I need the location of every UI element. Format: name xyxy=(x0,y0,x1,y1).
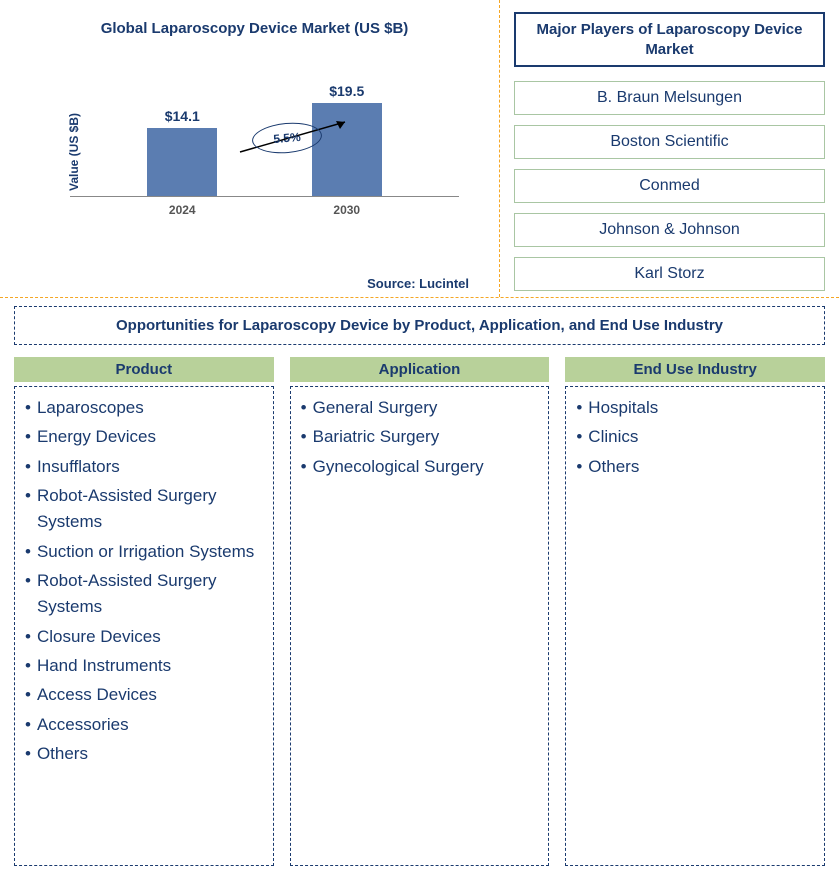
list-item: •Hospitals xyxy=(576,395,814,421)
opportunity-columns: Product•Laparoscopes•Energy Devices•Insu… xyxy=(14,357,825,866)
bullet-icon: • xyxy=(25,741,31,767)
bullet-icon: • xyxy=(25,454,31,480)
column-body: •Laparoscopes•Energy Devices•Insufflator… xyxy=(14,386,274,866)
bullet-icon: • xyxy=(576,454,582,480)
bar-value-label: $14.1 xyxy=(165,108,200,124)
players-list: B. Braun Melsungen Boston Scientific Conme… xyxy=(514,81,825,291)
list-item-text: Access Devices xyxy=(37,682,157,708)
top-row: Global Laparoscopy Device Market (US $B)… xyxy=(0,0,839,298)
chart-panel: Global Laparoscopy Device Market (US $B)… xyxy=(0,0,500,297)
bullet-icon: • xyxy=(301,424,307,450)
player-box: B. Braun Melsungen xyxy=(514,81,825,115)
list-item: •Others xyxy=(576,454,814,480)
x-tick-label: 2030 xyxy=(307,203,387,217)
opportunity-column: Application•General Surgery•Bariatric Su… xyxy=(290,357,550,866)
chart-area: Value (US $B) 5.5% $14.1 $19.5 2024 2030 xyxy=(70,67,459,237)
bullet-icon: • xyxy=(576,395,582,421)
growth-rate-label: 5.5% xyxy=(273,130,301,146)
column-header: Application xyxy=(290,357,550,382)
bullet-icon: • xyxy=(25,712,31,738)
list-item: •Gynecological Surgery xyxy=(301,454,539,480)
list-item: •Accessories xyxy=(25,712,263,738)
list-item-text: Bariatric Surgery xyxy=(313,424,440,450)
bullet-icon: • xyxy=(301,454,307,480)
players-title: Major Players of Laparoscopy Device Mark… xyxy=(514,12,825,67)
bullet-icon: • xyxy=(301,395,307,421)
x-axis-labels: 2024 2030 xyxy=(70,197,459,217)
bullet-icon: • xyxy=(25,624,31,650)
bullet-icon: • xyxy=(25,568,31,594)
opportunities-section: Opportunities for Laparoscopy Device by … xyxy=(0,298,839,874)
column-header: Product xyxy=(14,357,274,382)
bullet-icon: • xyxy=(25,539,31,565)
list-item: •Closure Devices xyxy=(25,624,263,650)
list-item-text: General Surgery xyxy=(313,395,438,421)
list-item: •Laparoscopes xyxy=(25,395,263,421)
list-item: •Clinics xyxy=(576,424,814,450)
list-item-text: Hand Instruments xyxy=(37,653,171,679)
list-item: •Bariatric Surgery xyxy=(301,424,539,450)
list-item-text: Insufflators xyxy=(37,454,120,480)
list-item-text: Closure Devices xyxy=(37,624,161,650)
chart-title: Global Laparoscopy Device Market (US $B) xyxy=(20,20,489,37)
bullet-icon: • xyxy=(25,653,31,679)
player-box: Johnson & Johnson xyxy=(514,213,825,247)
column-body: •Hospitals•Clinics•Others xyxy=(565,386,825,866)
growth-annotation: 5.5% xyxy=(230,117,370,167)
source-label: Source: Lucintel xyxy=(367,276,469,291)
list-item: •Energy Devices xyxy=(25,424,263,450)
player-box: Boston Scientific xyxy=(514,125,825,159)
bar xyxy=(147,128,217,196)
list-item-text: Others xyxy=(588,454,639,480)
column-header: End Use Industry xyxy=(565,357,825,382)
list-item-text: Others xyxy=(37,741,88,767)
list-item-text: Suction or Irrigation Systems xyxy=(37,539,254,565)
bar-group: $14.1 xyxy=(142,108,222,196)
player-box: Karl Storz xyxy=(514,257,825,291)
list-item: •Robot-Assisted Surgery Systems xyxy=(25,483,263,536)
bar-value-label: $19.5 xyxy=(329,83,364,99)
list-item: •Suction or Irrigation Systems xyxy=(25,539,263,565)
column-body: •General Surgery•Bariatric Surgery•Gynec… xyxy=(290,386,550,866)
list-item-text: Laparoscopes xyxy=(37,395,144,421)
bullet-icon: • xyxy=(25,682,31,708)
list-item: •Others xyxy=(25,741,263,767)
list-item-text: Gynecological Surgery xyxy=(313,454,484,480)
list-item: •General Surgery xyxy=(301,395,539,421)
opportunity-column: Product•Laparoscopes•Energy Devices•Insu… xyxy=(14,357,274,866)
list-item-text: Energy Devices xyxy=(37,424,156,450)
list-item: •Access Devices xyxy=(25,682,263,708)
list-item-text: Robot-Assisted Surgery Systems xyxy=(37,483,263,536)
list-item: •Hand Instruments xyxy=(25,653,263,679)
list-item-text: Robot-Assisted Surgery Systems xyxy=(37,568,263,621)
y-axis-label: Value (US $B) xyxy=(67,113,81,191)
list-item-text: Hospitals xyxy=(588,395,658,421)
opportunity-column: End Use Industry•Hospitals•Clinics•Other… xyxy=(565,357,825,866)
bullet-icon: • xyxy=(25,424,31,450)
x-tick-label: 2024 xyxy=(142,203,222,217)
list-item: •Robot-Assisted Surgery Systems xyxy=(25,568,263,621)
list-item: •Insufflators xyxy=(25,454,263,480)
players-panel: Major Players of Laparoscopy Device Mark… xyxy=(500,0,839,297)
list-item-text: Accessories xyxy=(37,712,129,738)
opportunities-title: Opportunities for Laparoscopy Device by … xyxy=(14,306,825,345)
list-item-text: Clinics xyxy=(588,424,638,450)
bullet-icon: • xyxy=(576,424,582,450)
bullet-icon: • xyxy=(25,395,31,421)
bullet-icon: • xyxy=(25,483,31,509)
player-box: Conmed xyxy=(514,169,825,203)
